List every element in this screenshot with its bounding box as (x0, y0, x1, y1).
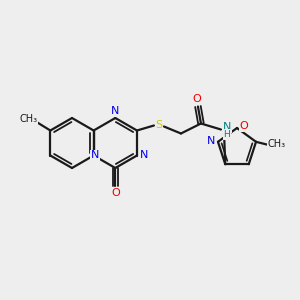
Text: H: H (224, 130, 230, 139)
Text: N: N (207, 136, 215, 146)
Text: N: N (91, 151, 99, 160)
Text: O: O (111, 188, 120, 198)
Text: N: N (223, 122, 231, 133)
Text: S: S (155, 121, 163, 130)
Text: O: O (193, 94, 201, 104)
Text: N: N (111, 106, 119, 116)
Text: CH₃: CH₃ (268, 139, 286, 149)
Text: CH₃: CH₃ (19, 115, 38, 124)
Text: N: N (140, 151, 148, 160)
Text: O: O (240, 121, 248, 131)
